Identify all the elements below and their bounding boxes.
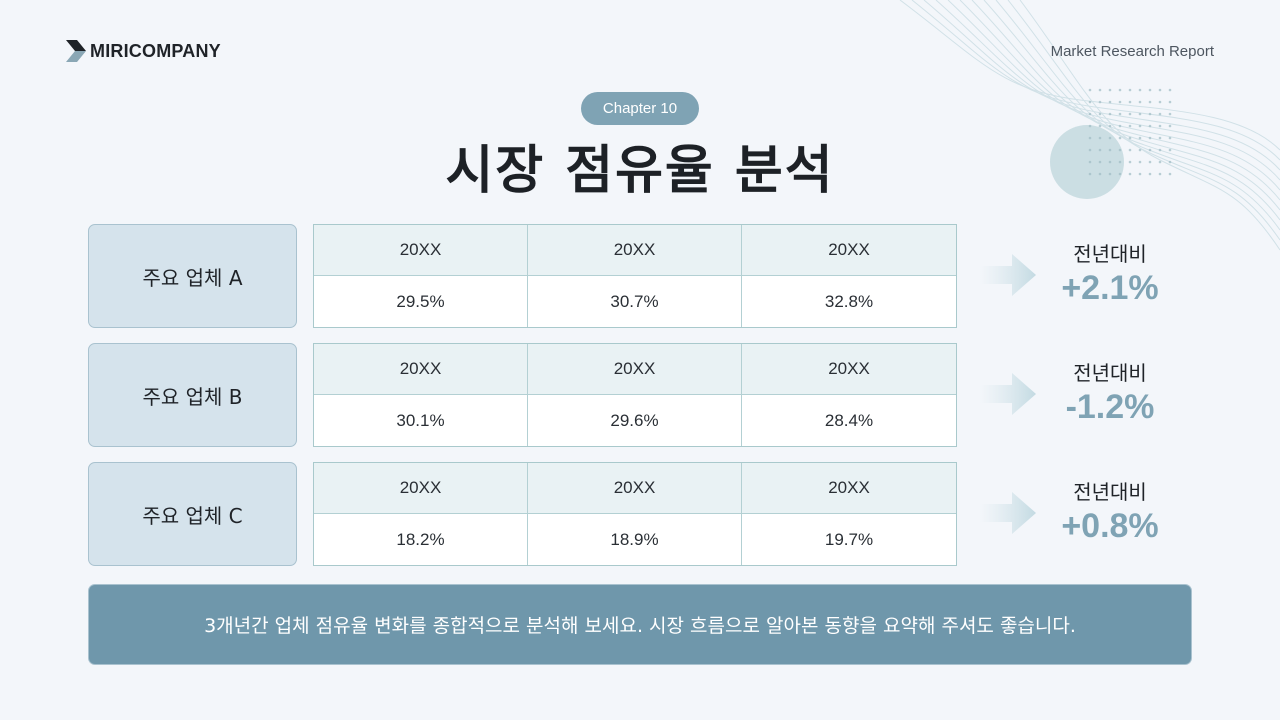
share-value-cell: 32.8% — [824, 291, 874, 311]
share-table: 20XX 20XX 20XX 30.1% 29.6% 28.4% — [313, 343, 957, 447]
year-cell: 20XX — [314, 344, 528, 395]
brand-logo: MIRICOMPANY — [66, 40, 221, 62]
arrow-right-icon — [980, 254, 1036, 296]
yoy-value: +2.1% — [1061, 269, 1159, 307]
share-value-cell: 18.2% — [314, 514, 528, 565]
share-value-cell: 29.6% — [528, 395, 742, 446]
yoy-value: -1.2% — [1065, 388, 1155, 426]
yoy-value: +0.8% — [1061, 507, 1159, 545]
share-value-cell: 30.1% — [314, 395, 528, 446]
yoy-block: 전년대비 +0.8% — [1040, 476, 1180, 546]
miricompany-logo-icon — [66, 40, 86, 62]
company-row-c: 주요 업체 C 20XX 20XX 20XX 18.2% 18.9% 19.7%… — [0, 462, 1280, 566]
yoy-label: 전년대비 — [1073, 361, 1147, 385]
company-label: 주요 업체 B — [88, 343, 297, 447]
year-cell: 20XX — [742, 463, 956, 514]
share-table: 20XX 20XX 20XX 29.5% 30.7% 32.8% — [313, 224, 957, 328]
company-row-b: 주요 업체 B 20XX 20XX 20XX 30.1% 29.6% 28.4%… — [0, 343, 1280, 447]
page-title: 시장 점유율 분석 — [445, 141, 835, 201]
report-label: Market Research Report — [1050, 43, 1214, 60]
year-cell: 20XX — [314, 225, 528, 276]
company-label: 주요 업체 A — [88, 224, 297, 328]
chapter-badge: Chapter 10 — [581, 92, 699, 125]
yoy-label: 전년대비 — [1073, 480, 1147, 504]
share-value-cell: 30.7% — [528, 276, 742, 327]
share-value-cell: 18.9% — [528, 514, 742, 565]
summary-box: 3개년간 업체 점유율 변화를 종합적으로 분석해 보세요. 시장 흐름으로 알… — [88, 584, 1192, 665]
year-cell: 20XX — [742, 225, 956, 276]
arrow-right-icon — [980, 373, 1036, 415]
share-table: 20XX 20XX 20XX 18.2% 18.9% 19.7% — [313, 462, 957, 566]
year-cell: 20XX — [528, 344, 742, 395]
yoy-block: 전년대비 -1.2% — [1040, 357, 1180, 427]
company-row-a: 주요 업체 A 20XX 20XX 20XX 29.5% 30.7% 32.8%… — [0, 224, 1280, 328]
company-label: 주요 업체 C — [88, 462, 297, 566]
year-cell: 20XX — [528, 463, 742, 514]
share-value-cell: 19.7% — [824, 529, 874, 549]
brand-name: MIRICOMPANY — [90, 40, 221, 61]
yoy-label: 전년대비 — [1073, 242, 1147, 266]
yoy-block: 전년대비 +2.1% — [1040, 238, 1180, 308]
arrow-right-icon — [980, 492, 1036, 534]
year-cell: 20XX — [742, 344, 956, 395]
year-cell: 20XX — [528, 225, 742, 276]
year-cell: 20XX — [314, 463, 528, 514]
share-value-cell: 28.4% — [824, 410, 874, 430]
share-value-cell: 29.5% — [314, 276, 528, 327]
